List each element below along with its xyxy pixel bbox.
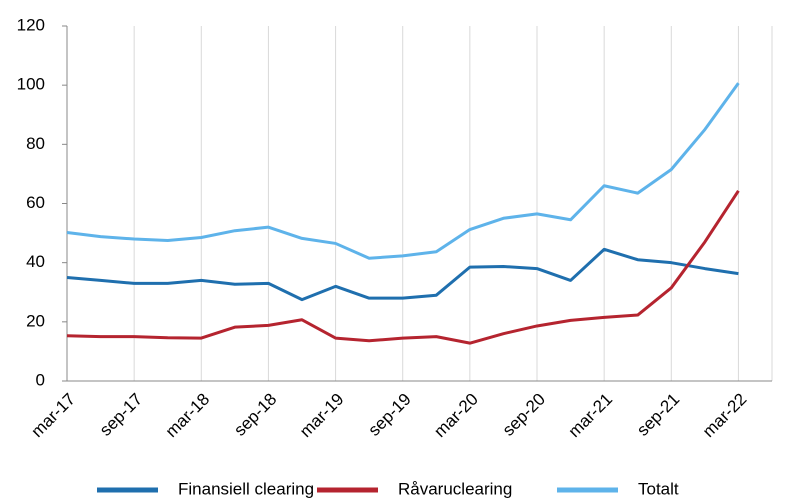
x-tick-label: sep-17 bbox=[96, 390, 146, 440]
x-tick-label: sep-21 bbox=[633, 390, 683, 440]
legend-label: Råvaruclearing bbox=[398, 479, 512, 498]
x-tick-label: sep-20 bbox=[499, 390, 549, 440]
x-tick-label: sep-19 bbox=[365, 390, 415, 440]
x-tick-label: mar-19 bbox=[296, 390, 348, 442]
y-tick-label: 40 bbox=[26, 252, 45, 271]
y-tick-label: 20 bbox=[26, 311, 45, 330]
y-tick-label: 120 bbox=[17, 15, 45, 34]
series-line bbox=[66, 189, 740, 345]
legend-label: Finansiell clearing bbox=[178, 479, 314, 498]
x-tick-label: mar-21 bbox=[565, 390, 617, 442]
legend-label: Totalt bbox=[638, 479, 679, 498]
series-line bbox=[66, 82, 740, 260]
x-tick-label: mar-20 bbox=[430, 390, 482, 442]
x-tick-label: mar-22 bbox=[699, 390, 751, 442]
y-tick-label: 60 bbox=[26, 193, 45, 212]
y-tick-label: 100 bbox=[17, 75, 45, 94]
x-tick-label: sep-18 bbox=[230, 390, 280, 440]
y-tick-label: 80 bbox=[26, 134, 45, 153]
y-tick-label: 0 bbox=[36, 370, 45, 389]
x-tick-label: mar-18 bbox=[162, 390, 214, 442]
x-tick-label: mar-17 bbox=[27, 390, 79, 442]
series-line bbox=[66, 247, 739, 302]
